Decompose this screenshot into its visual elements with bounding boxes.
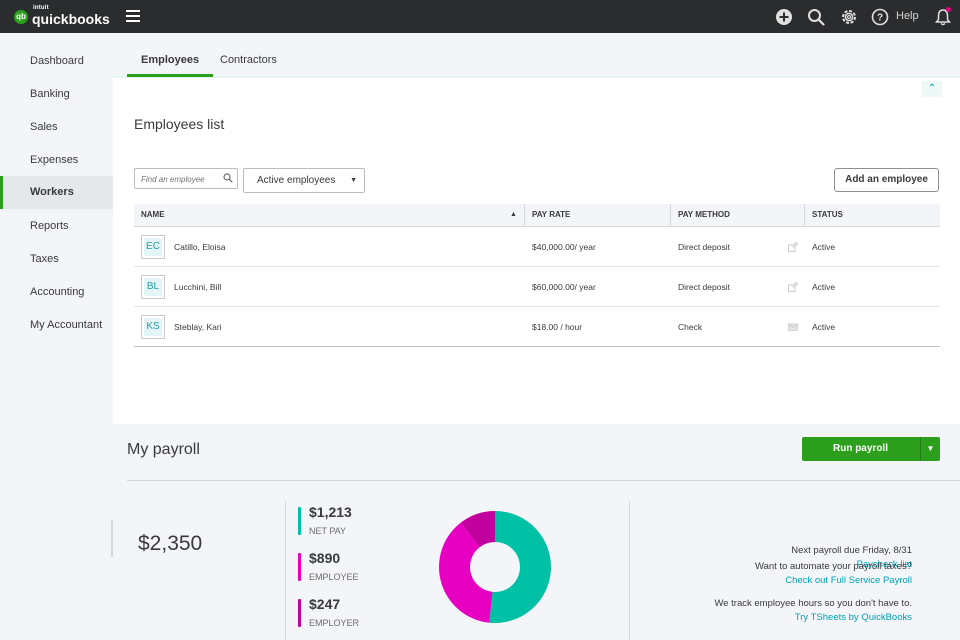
page-title: Employees list — [134, 116, 225, 132]
gear-icon[interactable] — [840, 8, 858, 26]
hamburger-menu-icon[interactable] — [126, 10, 140, 22]
chevron-up-icon[interactable]: ⌃ — [922, 81, 942, 97]
employee-name[interactable]: Catillo, Eloisa — [174, 242, 226, 252]
avatar: KS — [141, 315, 165, 339]
export-icon — [788, 242, 798, 252]
avatar: BL — [141, 275, 165, 299]
table-header: NAME ▲ PAY RATE PAY METHOD STATUS — [134, 204, 940, 227]
paycheck-list-link[interactable]: Paycheck list — [856, 559, 912, 570]
table-row[interactable]: BL Lucchini, Bill $60,000.00/ year Direc… — [134, 267, 940, 307]
column-header-status[interactable]: STATUS — [804, 204, 940, 227]
sidebar-item-my-accountant[interactable]: My Accountant — [30, 319, 103, 331]
search-icon[interactable] — [223, 173, 233, 183]
employee-name[interactable]: Lucchini, Bill — [174, 282, 222, 292]
legend-value: $890 — [309, 550, 341, 566]
payroll-total: $2,350 — [138, 532, 203, 555]
tsheets-link[interactable]: Try TSheets by QuickBooks — [794, 612, 912, 623]
legend-label: EMPLOYEE — [309, 572, 359, 582]
tab-bar: Employees Contractors — [113, 33, 960, 78]
pay-method: Direct deposit — [678, 282, 730, 292]
avatar: EC — [141, 235, 165, 259]
employees-card: ⌃ Employees list Active employees ▼ Add … — [113, 78, 960, 424]
export-icon — [788, 282, 798, 292]
brand-small: intuit — [33, 5, 49, 11]
top-bar: qb intuit quickbooks ? Help — [0, 0, 960, 33]
legend-value: $1,213 — [309, 504, 352, 520]
qb-badge-icon: qb — [14, 9, 28, 24]
donut-slice-net-pay — [489, 511, 551, 623]
sidebar-item-sales[interactable]: Sales — [30, 121, 58, 133]
plus-circle-icon[interactable] — [775, 8, 793, 26]
sort-ascending-icon[interactable]: ▲ — [510, 211, 517, 218]
donut-slice-employer — [460, 511, 495, 548]
divider — [111, 520, 113, 557]
full-service-payroll-link[interactable]: Check out Full Service Payroll — [785, 575, 912, 586]
employees-table: NAME ▲ PAY RATE PAY METHOD STATUS EC Cat… — [134, 204, 940, 347]
sidebar-item-dashboard[interactable]: Dashboard — [30, 55, 84, 67]
column-header-pay-method[interactable]: PAY METHOD — [670, 204, 804, 227]
pay-rate: $18.00 / hour — [532, 322, 583, 332]
legend-value: $247 — [309, 596, 341, 612]
legend-label: EMPLOYER — [309, 618, 360, 628]
run-payroll-label[interactable]: Run payroll — [832, 443, 888, 454]
legend-swatch — [298, 599, 301, 627]
sidebar-item-workers[interactable]: Workers — [0, 176, 113, 209]
table-row[interactable]: KS Steblay, Kari $18.00 / hour Check Act… — [134, 307, 940, 347]
avatar-initials: KS — [144, 318, 162, 336]
help-label[interactable]: Help — [896, 10, 919, 22]
tsheets-info: We track employee hours so you don't hav… — [714, 598, 912, 623]
donut-slice-employee — [439, 522, 493, 623]
envelope-icon — [788, 323, 798, 331]
next-payroll-info: Next payroll due Friday, 8/31 Paycheck l… — [791, 545, 912, 570]
status-badge: Active — [812, 322, 836, 332]
sidebar-item-expenses[interactable]: Expenses — [30, 154, 79, 166]
next-payroll-text: Next payroll due Friday, 8/31 — [791, 545, 912, 556]
column-header-name[interactable]: NAME — [141, 210, 165, 219]
add-employee-button[interactable]: Add an employee — [834, 168, 939, 192]
sidebar-item-accounting[interactable]: Accounting — [30, 286, 85, 298]
avatar-initials: EC — [144, 238, 162, 256]
caret-down-icon[interactable]: ▼ — [926, 444, 935, 453]
quickbooks-logo[interactable]: qb intuit quickbooks — [14, 5, 110, 27]
column-header-pay-rate[interactable]: PAY RATE — [524, 204, 670, 227]
help-icon[interactable]: ? — [871, 8, 889, 26]
payroll-donut-chart — [439, 511, 551, 623]
table-row[interactable]: EC Catillo, Eloisa $40,000.00/ year Dire… — [134, 227, 940, 267]
notification-dot — [946, 7, 951, 12]
status-badge: Active — [812, 282, 836, 292]
divider — [127, 480, 960, 481]
divider — [629, 501, 630, 640]
payroll-title: My payroll — [127, 441, 200, 458]
run-payroll-button[interactable]: Run payroll ▼ — [802, 437, 940, 461]
brand-name: quickbooks — [32, 11, 110, 27]
sidebar-item-reports[interactable]: Reports — [30, 220, 69, 232]
sidebar-item-taxes[interactable]: Taxes — [30, 253, 59, 265]
filter-value: Active employees — [257, 175, 336, 186]
sidebar-item-banking[interactable]: Banking — [30, 88, 70, 100]
employee-search — [134, 168, 238, 189]
status-badge: Active — [812, 242, 836, 252]
tab-employees[interactable]: Employees — [127, 33, 214, 77]
employee-filter-select[interactable]: Active employees ▼ — [243, 168, 365, 193]
search-icon[interactable] — [807, 8, 825, 26]
legend-swatch — [298, 507, 301, 535]
employee-name[interactable]: Steblay, Kari — [174, 322, 222, 332]
pay-rate: $60,000.00/ year — [532, 282, 596, 292]
automate-taxes-info: Want to automate your payroll taxes? Che… — [755, 561, 912, 586]
pay-method: Check — [678, 322, 703, 332]
pay-method: Direct deposit — [678, 242, 730, 252]
legend-label: NET PAY — [309, 526, 347, 536]
tab-contractors[interactable]: Contractors — [220, 54, 277, 66]
caret-down-icon: ▼ — [350, 177, 357, 184]
automate-text: Want to automate your payroll taxes? — [754, 561, 912, 572]
pay-rate: $40,000.00/ year — [532, 242, 596, 252]
legend-swatch — [298, 553, 301, 581]
sidebar: Dashboard Banking Sales Expenses Workers… — [0, 33, 113, 640]
avatar-initials: BL — [144, 278, 162, 296]
search-input[interactable] — [135, 170, 221, 189]
svg-text:?: ? — [877, 13, 883, 24]
divider — [285, 501, 286, 640]
tsheets-text: We track employee hours so you don't hav… — [714, 598, 912, 609]
